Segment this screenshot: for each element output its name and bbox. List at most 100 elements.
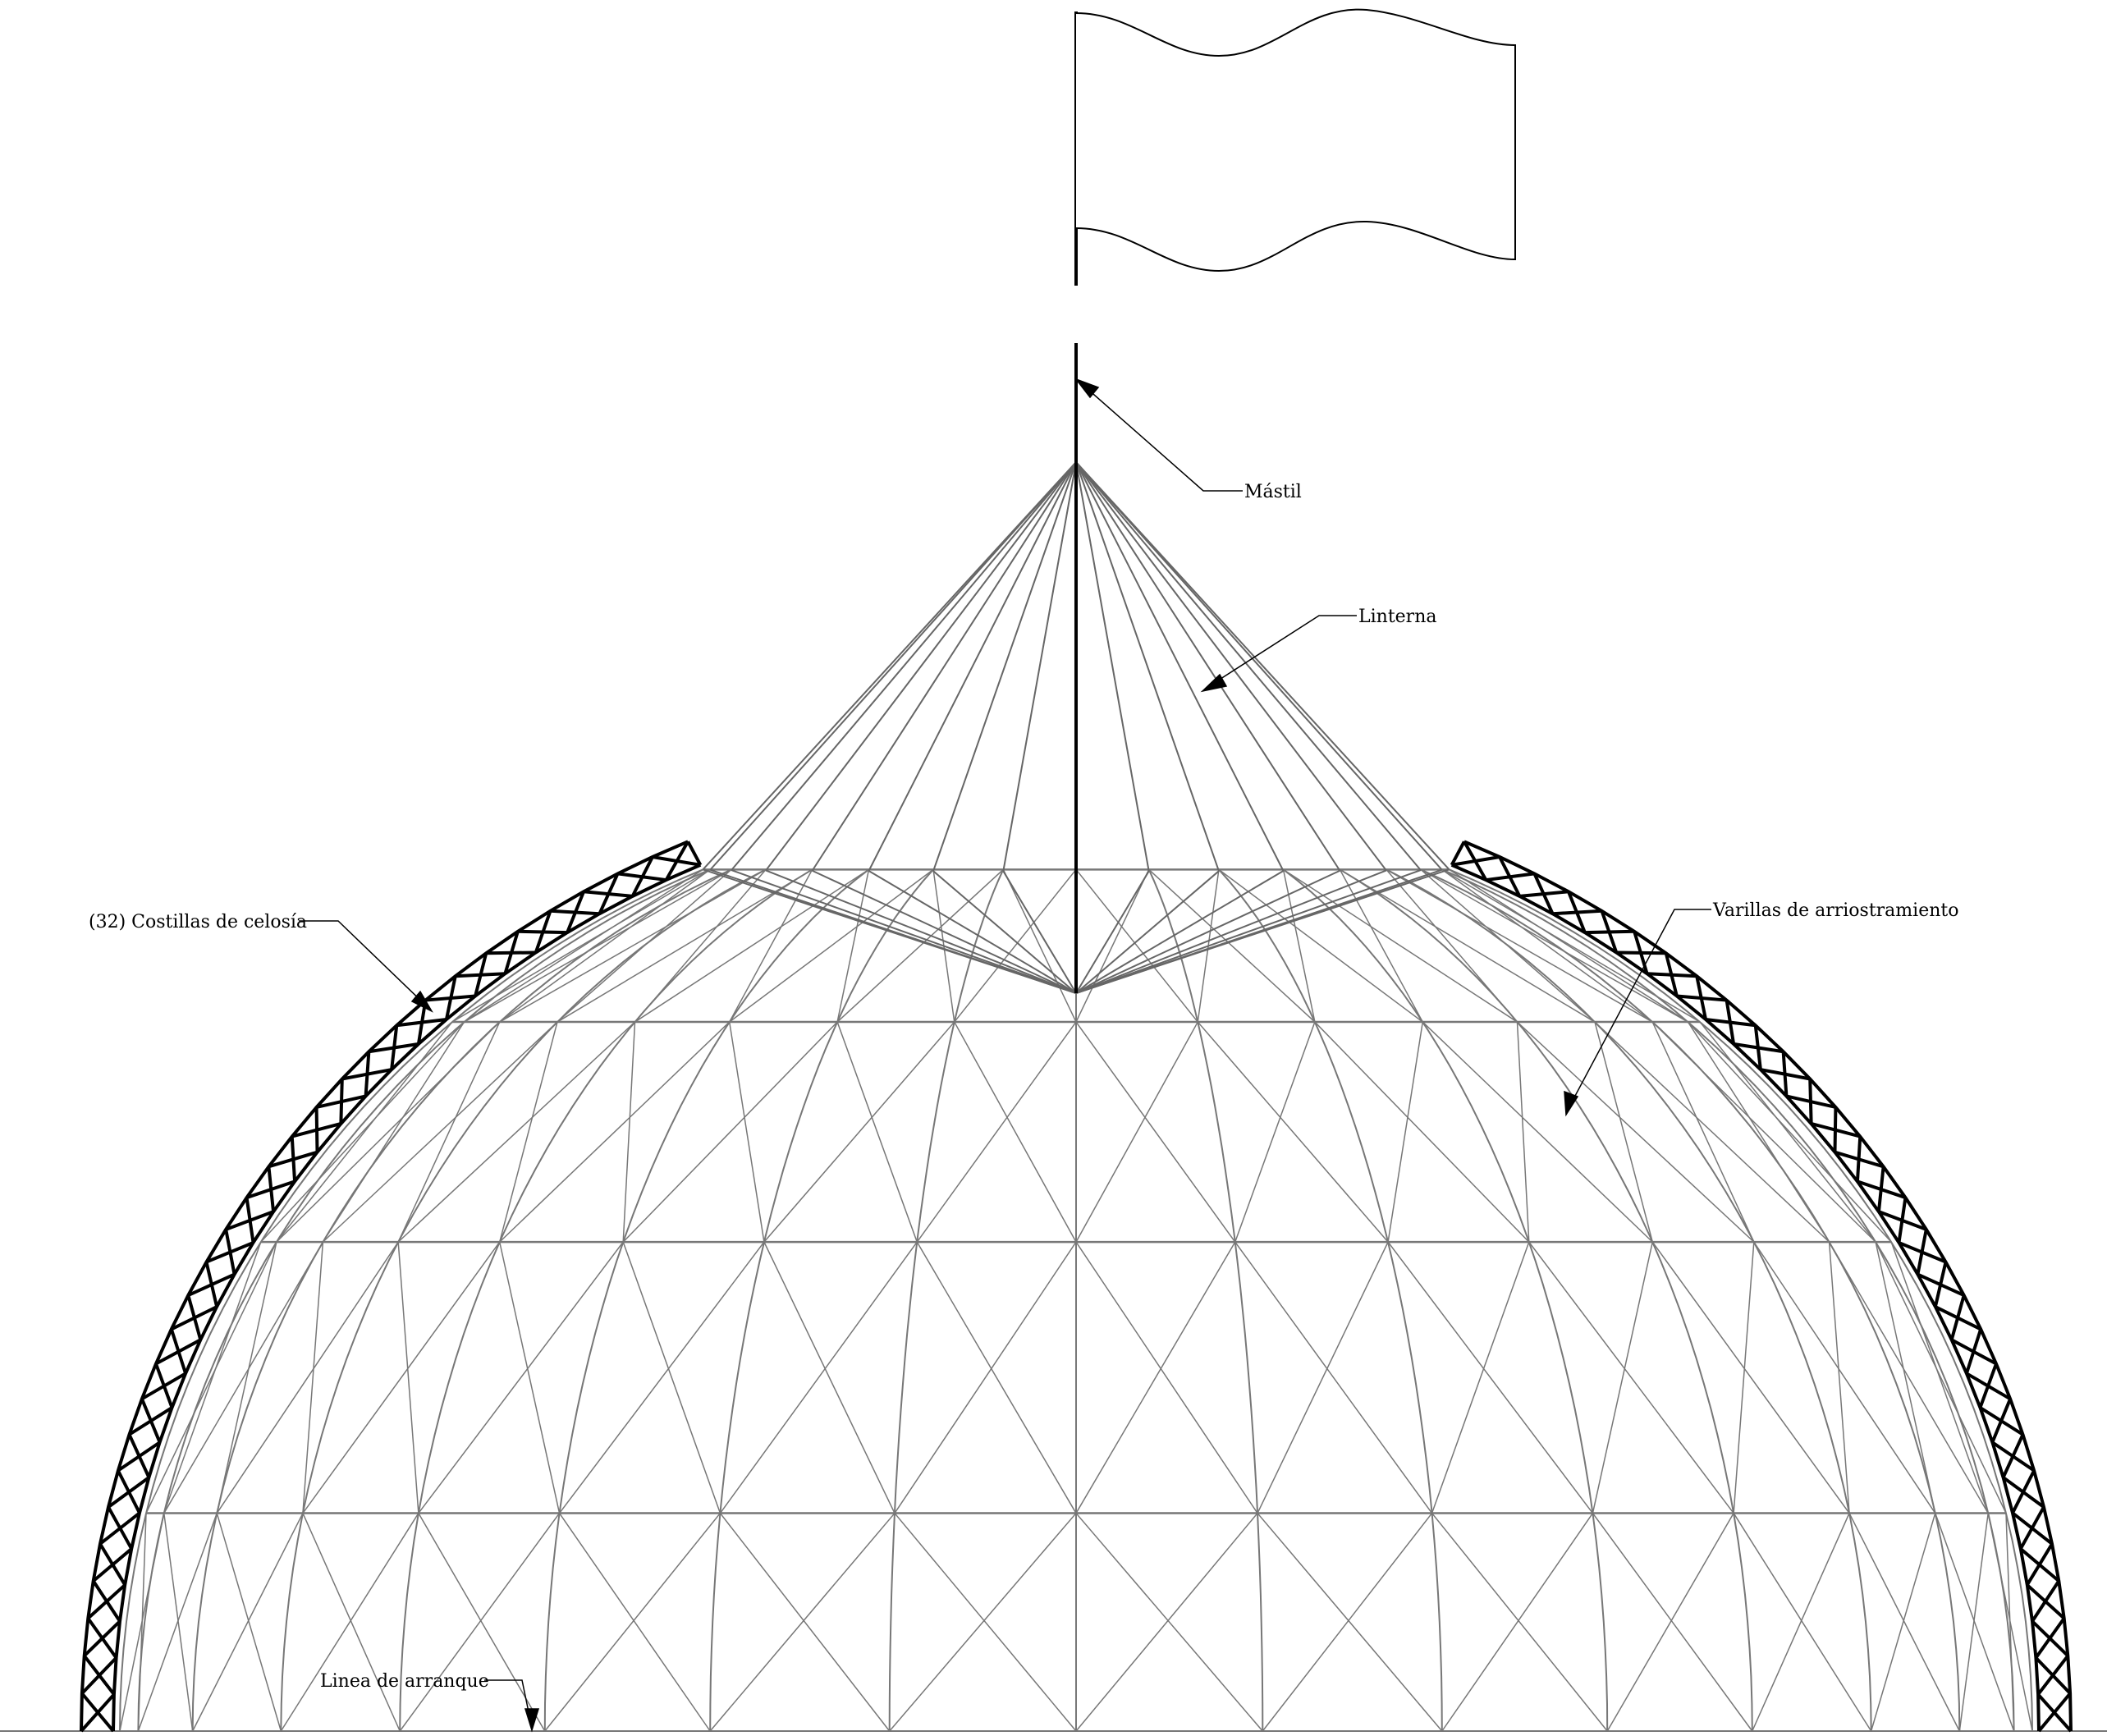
bracing-rod (1752, 1513, 1850, 1732)
bracing-rod (1075, 1241, 1236, 1514)
bracing-rod (163, 1513, 194, 1732)
truss-web (117, 1441, 161, 1473)
label-mast: Mástil (1244, 482, 1302, 502)
bracing-rod (622, 1241, 721, 1514)
bracing-rod (1594, 1021, 1654, 1243)
lantern-strut (731, 461, 1077, 871)
bracing-rod (1733, 1242, 1755, 1514)
lantern-strut (1075, 461, 1341, 872)
dome-mesh (119, 868, 2033, 1732)
truss-web (1486, 872, 1535, 882)
truss-web (80, 1656, 118, 1695)
lantern-strut (1075, 870, 1220, 994)
bracing-rod (1422, 1021, 1653, 1243)
bracing-rod (1420, 868, 1688, 1023)
bracing-rod (1753, 1241, 1936, 1514)
bracing-rod (1218, 868, 1423, 1023)
truss-web (2036, 1692, 2073, 1733)
meridian-rib (119, 868, 703, 1732)
bracing-rod (1449, 868, 1688, 1023)
bracing-rod (889, 1513, 1077, 1732)
bracing-rod (499, 868, 767, 1023)
bracing-rod (1148, 868, 1316, 1023)
bracing-rod (1257, 1513, 1443, 1732)
truss-web (486, 950, 536, 955)
truss-web (2019, 1547, 2060, 1583)
truss-web (1647, 972, 1697, 978)
lantern-strut (932, 461, 1077, 872)
callout-lantern (1200, 615, 1357, 693)
bracing-rod (729, 868, 934, 1023)
bracing-rod (418, 1513, 546, 1732)
truss-web (92, 1547, 133, 1583)
truss-web (1705, 1018, 1756, 1028)
bracing-rod (1257, 1241, 1389, 1514)
meridian-rib (1441, 868, 2015, 1732)
bracing-rod (322, 1021, 465, 1243)
truss-web (140, 1372, 187, 1401)
label-bracing: Varillas de arriostramiento (1712, 900, 1958, 921)
truss-web (1991, 1441, 2036, 1473)
bracing-rod (1075, 1021, 1198, 1243)
label-springing: Linea de arranque (320, 1671, 489, 1692)
bracing-rod (1234, 1241, 1433, 1514)
lantern-strut (1075, 870, 1285, 994)
bracing-rod (954, 1021, 1077, 1243)
truss-web (316, 1094, 367, 1109)
lantern-strut (1075, 868, 1443, 994)
truss-web (1898, 1241, 1947, 1264)
truss-web (2034, 1656, 2072, 1695)
bracing-rod (1075, 869, 1150, 1023)
bracing-rod (728, 1021, 765, 1243)
truss-web (652, 855, 701, 867)
bracing-rod (302, 1242, 324, 1514)
truss-web (1857, 1179, 1907, 1199)
bracing-rod (709, 1513, 895, 1732)
lantern-strut (765, 461, 1077, 872)
bracing-rod (1441, 1513, 1594, 1732)
truss-web (2002, 1476, 2045, 1509)
truss-web (1519, 890, 1569, 898)
label-lantern: Linterna (1358, 607, 1436, 627)
lantern-strut (1075, 461, 1387, 872)
meridian-rib (1386, 868, 1872, 1732)
truss-web (1552, 909, 1602, 916)
bracing-rod (1516, 1021, 1755, 1243)
bracing-rod (1234, 1021, 1316, 1243)
bracing-rod (1875, 1241, 1936, 1514)
bracing-rod (1528, 1241, 1734, 1514)
meridian-rib (1218, 868, 1443, 1732)
bracing-rod (1828, 1241, 1989, 1514)
lantern-strut (812, 869, 1077, 994)
bracing-rod (1197, 1021, 1389, 1243)
bracing-rod (192, 1513, 304, 1732)
lantern-strut (811, 461, 1077, 872)
meridian-rib (399, 868, 813, 1732)
bracing-rod (544, 1513, 721, 1732)
truss-web (86, 1583, 126, 1620)
bracing-rod (1687, 1021, 1892, 1243)
bracing-rod (464, 868, 703, 1023)
bracing-rod (499, 1021, 731, 1243)
bracing-rod (1606, 1513, 1734, 1732)
truss-web (155, 1338, 202, 1366)
truss-web (1834, 1150, 1885, 1169)
bracing-rod (916, 1241, 1077, 1514)
truss-web (225, 1210, 274, 1231)
bracing-rod (1075, 868, 1198, 1023)
bracing-rod (1935, 1513, 2015, 1732)
bracing-rod (836, 868, 1004, 1023)
truss-web (2026, 1583, 2066, 1620)
lantern-strut (765, 869, 1077, 994)
bracing-rod (1431, 1241, 1530, 1514)
bracing-rod (719, 1513, 891, 1732)
bracing-rod (1516, 1022, 1530, 1243)
bracing-rod (763, 1021, 955, 1243)
bracing-rod (622, 1022, 636, 1243)
bracing-rod (1651, 1021, 1876, 1243)
bracing-rod (557, 868, 732, 1023)
bracing-rod (1075, 1513, 1258, 1732)
truss-web (268, 1150, 318, 1169)
truss-cap (1450, 841, 1466, 866)
truss-web (1965, 1372, 2012, 1401)
